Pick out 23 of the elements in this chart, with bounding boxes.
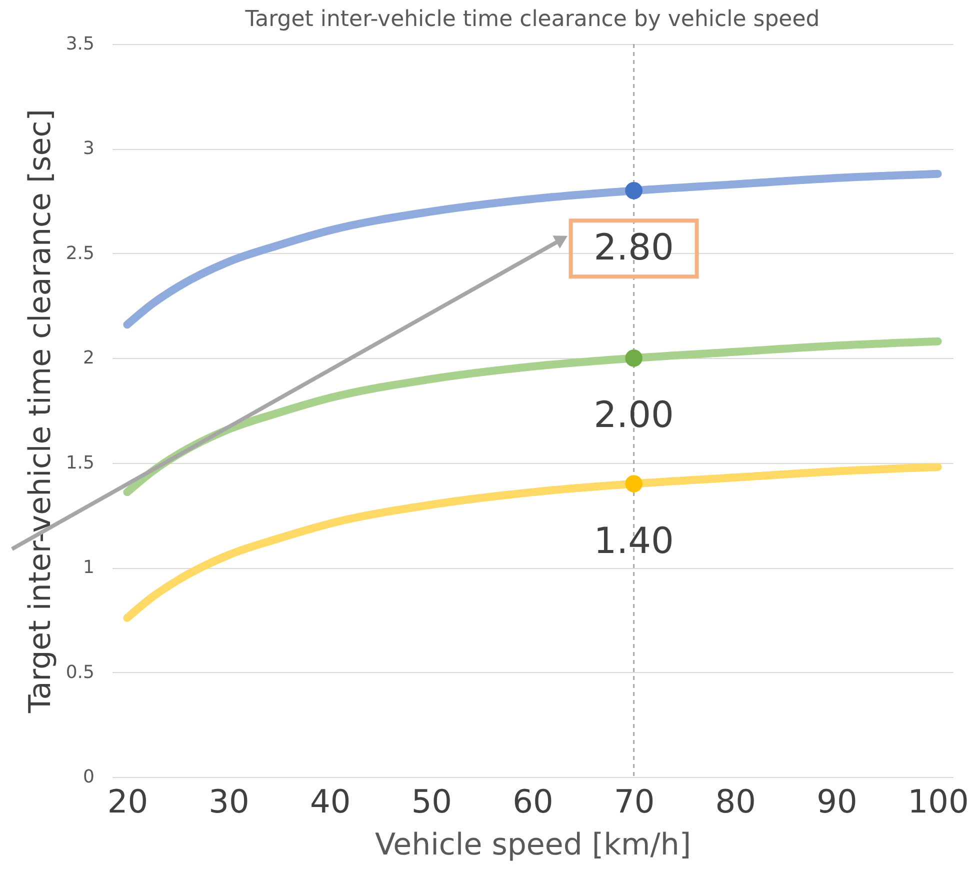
x-tick-label: 100 [908,782,969,820]
y-axis-title: Target inter-vehicle time clearance [sec] [22,109,58,714]
chart-title: Target inter-vehicle time clearance by vehicle speed [244,7,820,32]
y-tick-label: 3.5 [66,34,94,54]
x-tick-label: 70 [614,782,655,820]
y-tick-label: 0 [83,766,94,788]
data-label: 2.00 [594,395,674,436]
data-label: 2.80 [594,228,674,269]
x-tick-label: 20 [107,782,148,820]
y-tick-label: 1 [83,557,94,578]
y-tick-label: 2 [83,348,94,369]
x-tick-label: 30 [208,782,250,820]
x-axis-title: Vehicle speed [km/h] [374,828,692,862]
x-tick-label: 60 [512,782,554,820]
x-tick-label: 40 [310,782,351,820]
y-tick-label: 0.5 [66,662,94,683]
y-tick-label: 1.5 [66,452,94,474]
x-tick-label: 90 [816,782,858,820]
y-tick-label: 3 [83,138,94,160]
y-tick-label: 2.5 [66,242,94,264]
x-tick-label: 50 [411,782,452,820]
data-label: 1.40 [594,520,674,562]
x-tick-label: 80 [715,782,756,820]
